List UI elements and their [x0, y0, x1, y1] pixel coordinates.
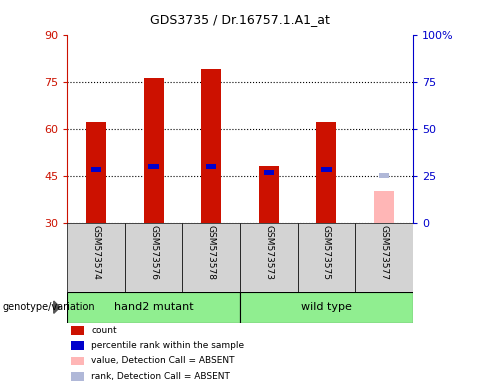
Text: GSM573578: GSM573578 [207, 225, 216, 280]
Bar [67, 292, 240, 323]
Bar [316, 122, 336, 223]
Text: count: count [91, 326, 117, 335]
Polygon shape [54, 301, 60, 313]
Bar [264, 170, 274, 175]
Bar [379, 173, 389, 178]
Bar [71, 326, 84, 334]
Bar [298, 223, 355, 292]
Bar [321, 167, 332, 172]
Text: hand2 mutant: hand2 mutant [114, 302, 193, 312]
Bar [67, 223, 125, 292]
Bar [86, 122, 106, 223]
Bar [259, 166, 279, 223]
Text: GSM573577: GSM573577 [380, 225, 388, 280]
Bar [206, 164, 216, 169]
Text: genotype/variation: genotype/variation [2, 302, 95, 312]
Bar [91, 167, 101, 172]
Bar [240, 292, 413, 323]
Bar [182, 223, 240, 292]
Text: percentile rank within the sample: percentile rank within the sample [91, 341, 244, 350]
Bar [148, 164, 159, 169]
Bar [374, 191, 394, 223]
Bar [71, 357, 84, 365]
Text: GDS3735 / Dr.16757.1.A1_at: GDS3735 / Dr.16757.1.A1_at [150, 13, 330, 26]
Text: GSM573574: GSM573574 [92, 225, 100, 280]
Text: wild type: wild type [301, 302, 352, 312]
Bar [125, 223, 182, 292]
Bar [71, 341, 84, 350]
Text: GSM573575: GSM573575 [322, 225, 331, 280]
Text: rank, Detection Call = ABSENT: rank, Detection Call = ABSENT [91, 372, 230, 381]
Bar [144, 78, 164, 223]
Text: value, Detection Call = ABSENT: value, Detection Call = ABSENT [91, 356, 235, 366]
Bar [240, 223, 298, 292]
Bar [355, 223, 413, 292]
Bar [201, 69, 221, 223]
Bar [71, 372, 84, 381]
Text: GSM573573: GSM573573 [264, 225, 273, 280]
Text: GSM573576: GSM573576 [149, 225, 158, 280]
